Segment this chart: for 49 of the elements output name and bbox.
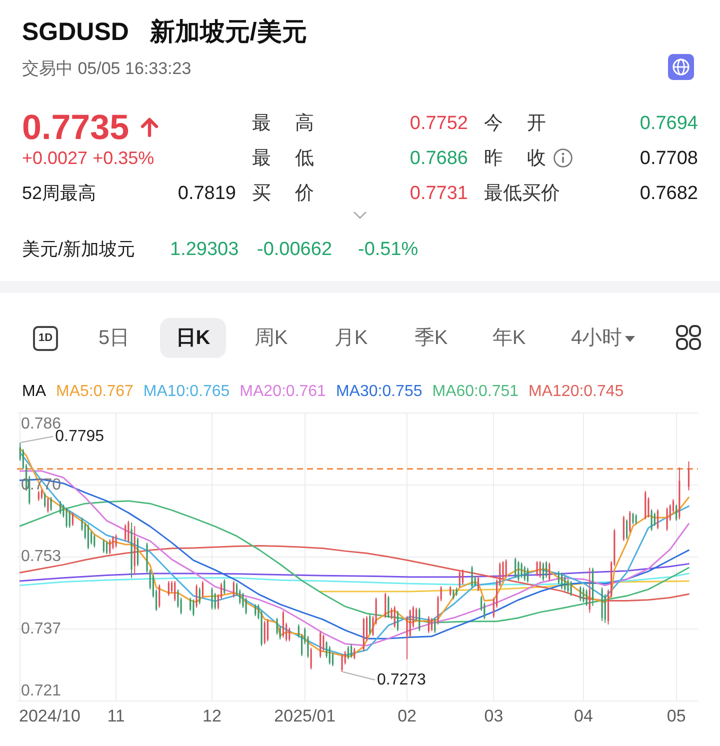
text: 周K	[254, 327, 288, 349]
text: 0.7735	[22, 108, 130, 147]
annotation: 0.7795	[55, 428, 104, 445]
legend-title: MA	[22, 383, 46, 400]
x-tick-label: 02	[398, 706, 416, 726]
text: 0.7819	[178, 183, 236, 204]
text: MA5:0.767	[56, 383, 134, 400]
x-tick-label: 2024/10	[19, 706, 80, 726]
text: 0.7708	[640, 148, 698, 169]
text: MA30:0.755	[336, 383, 422, 400]
text: 0.7682	[640, 183, 698, 204]
text: 交易中 05/05 16:33:23	[22, 59, 192, 78]
text: 季K	[414, 327, 448, 349]
text: SGDUSD 新加坡元/美元	[22, 18, 307, 46]
y-tick-label: 0.721	[21, 682, 62, 700]
text: -0.00662	[257, 239, 332, 260]
text: MA10:0.765	[143, 383, 230, 400]
y-tick-label: 0.737	[21, 620, 62, 638]
text: 0.7694	[640, 113, 698, 134]
x-tick-label: 03	[484, 706, 504, 726]
text: 0.7731	[410, 183, 468, 204]
text: 0.7752	[410, 113, 468, 134]
x-tick-label: 2025/01	[274, 706, 336, 726]
x-tick-label: 04	[574, 706, 593, 726]
text: -0.51%	[358, 239, 418, 260]
text: 买价	[252, 183, 314, 204]
text: +0.0027 +0.35%	[22, 148, 154, 168]
text: 5日	[98, 327, 130, 349]
text: 4小时	[571, 327, 622, 349]
text: 月K	[334, 327, 368, 349]
x-tick-label: 05	[666, 706, 686, 726]
text: 最高	[252, 113, 314, 134]
text: 0.7686	[410, 148, 468, 169]
text: 最低	[252, 148, 314, 169]
x-tick-label: 12	[202, 706, 222, 726]
x-tick-label: 11	[107, 706, 125, 726]
text: MA60:0.751	[432, 383, 519, 400]
text: 年K	[492, 327, 526, 349]
text: 最低买价	[484, 183, 560, 204]
annotation: 0.7273	[377, 671, 426, 688]
text: 1.29303	[170, 239, 239, 260]
text: 日K	[176, 327, 210, 349]
text: MA20:0.761	[240, 383, 326, 400]
y-tick-label: 0.753	[21, 548, 62, 566]
text: 52周最高	[22, 183, 96, 203]
text: 昨收	[484, 148, 546, 169]
text: MA120:0.745	[528, 383, 624, 400]
text: 美元/新加坡元	[22, 239, 136, 259]
text: 今开	[484, 113, 546, 134]
